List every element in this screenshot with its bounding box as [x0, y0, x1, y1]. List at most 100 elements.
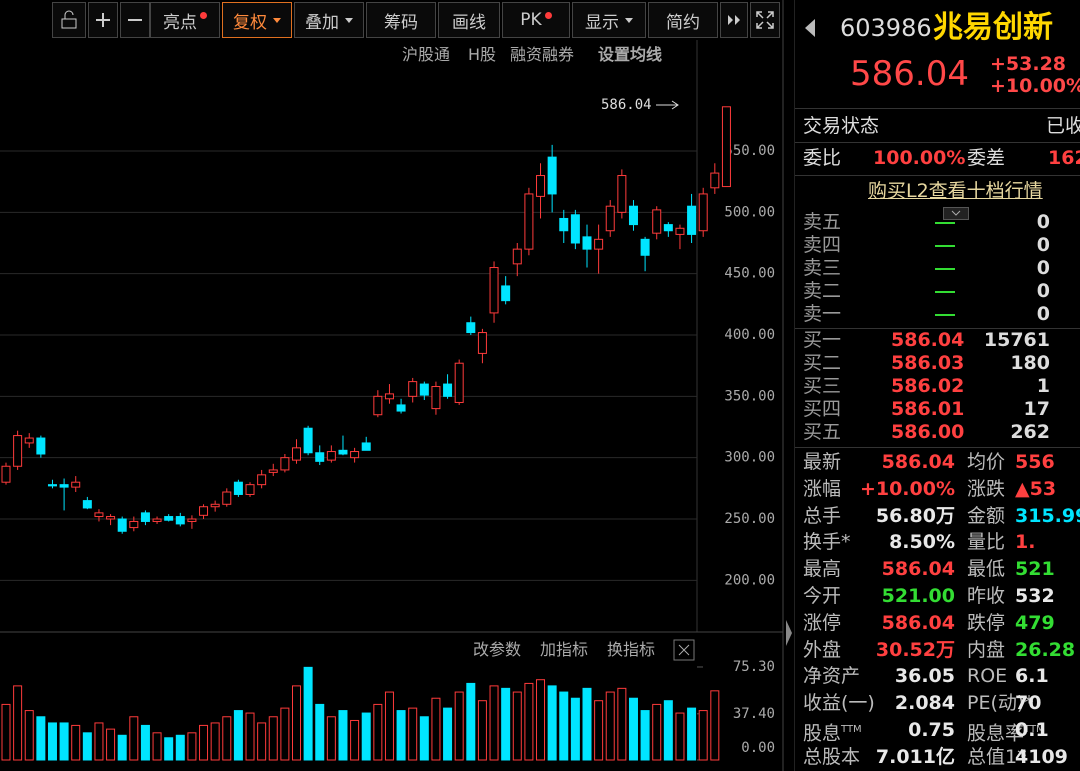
stat-value: 70: [1015, 692, 1042, 715]
volume-bar: [675, 712, 685, 761]
candle-body: [594, 238, 604, 250]
candle-body: [47, 484, 57, 487]
ask-label: 卖二: [803, 280, 842, 302]
toolbar-button[interactable]: 简约: [648, 2, 718, 38]
volume-bar: [501, 687, 511, 761]
bid-volume: 180: [1010, 352, 1050, 374]
candle-body: [106, 516, 116, 520]
volume-bar: [164, 737, 174, 761]
y-tick-label: 500.00: [724, 204, 775, 220]
volume-bar: [384, 691, 394, 761]
stat-label: 今开: [803, 585, 842, 607]
indicator-button[interactable]: 改参数: [473, 640, 522, 659]
sub-toolbar-item[interactable]: H股: [468, 45, 497, 64]
sub-toolbar-item[interactable]: 设置均线: [598, 45, 663, 64]
toolbar-button[interactable]: 叠加: [294, 2, 364, 38]
button-label: 筹码: [384, 12, 418, 33]
volume-bar: [315, 703, 325, 761]
toolbar-button[interactable]: 复权: [222, 2, 292, 38]
toolbar-button[interactable]: 显示: [572, 2, 646, 38]
volume-bar: [594, 700, 604, 761]
candle-body: [326, 451, 336, 461]
stat-label: 股息率TTM: [967, 722, 1045, 745]
candle-body: [140, 512, 150, 522]
toolbar-button[interactable]: 亮点: [150, 2, 220, 38]
toolbar-button[interactable]: 筹码: [366, 2, 436, 38]
candle-body: [419, 383, 429, 396]
bid-volume: 1: [1036, 375, 1050, 397]
ask-price-empty: [935, 314, 955, 316]
stat-label: 总股本: [803, 745, 861, 768]
stat-label: 最高: [803, 558, 842, 581]
stat-label: 股息TTM: [803, 722, 862, 745]
volume-bar: [140, 724, 150, 761]
indicator-button[interactable]: 换指标: [607, 640, 656, 659]
lock-button[interactable]: [52, 2, 86, 38]
stat-value: 556: [1015, 451, 1055, 473]
volume-bar: [257, 722, 267, 761]
back-icon[interactable]: [803, 18, 817, 38]
volume-bar: [82, 732, 92, 761]
candle-body: [408, 381, 418, 397]
candle-body: [628, 205, 638, 226]
stat-label: ROE: [967, 665, 1008, 688]
stat-value: 0.1: [1015, 719, 1049, 741]
stat-value: 479: [1015, 611, 1055, 634]
stat-label: 换手*: [803, 531, 851, 554]
volume-bar: [663, 700, 673, 761]
button-label: 简约: [666, 12, 700, 33]
volume-bar: [443, 707, 453, 761]
status-label: 交易状态: [803, 115, 880, 137]
zoom-out-button[interactable]: [120, 2, 150, 38]
bid-label: 买五: [803, 421, 842, 443]
candle-body: [443, 383, 453, 397]
volume-bar: [570, 697, 580, 761]
volume-bar: [617, 687, 627, 761]
stat-value: 521: [1015, 558, 1055, 581]
volume-bar: [326, 716, 336, 761]
divider: [795, 175, 1080, 176]
candle-body: [303, 427, 313, 454]
dropdown-arrow: [625, 17, 633, 23]
stat-value: 532: [1015, 585, 1055, 607]
diff-value: 162: [1048, 147, 1080, 169]
y-tick-label: 450.00: [724, 266, 775, 282]
stat-label: 收益(一): [803, 692, 875, 715]
button-label: 显示: [585, 12, 619, 33]
stat-label: PE(动)*: [967, 692, 1034, 715]
ask-price-empty: [935, 222, 955, 224]
indicator-button[interactable]: 加指标: [540, 640, 589, 659]
candle-body: [431, 386, 441, 410]
stat-value: 4109: [1015, 745, 1068, 768]
volume-bar: [512, 691, 522, 761]
volume-bar: [47, 722, 57, 761]
collapse-tab[interactable]: [786, 620, 792, 646]
volume-bar: [222, 716, 232, 761]
ask-label: 卖一: [803, 303, 842, 325]
sub-toolbar-item[interactable]: 沪股通: [402, 45, 451, 64]
y-tick-label: 75.30: [733, 659, 775, 675]
volume-bar: [605, 691, 615, 761]
more-button[interactable]: [720, 2, 748, 38]
l2-link[interactable]: 购买L2查看十档行情: [868, 180, 1043, 202]
close-button[interactable]: [673, 639, 695, 661]
y-tick-label: 350.00: [724, 388, 775, 404]
candle-body: [152, 518, 162, 522]
stat-value: 315.99: [1015, 504, 1080, 527]
volume-bar: [268, 716, 278, 761]
volume-bar: [280, 707, 290, 761]
expand-icon[interactable]: [943, 207, 969, 220]
zoom-in-button[interactable]: [88, 2, 118, 38]
divider: [795, 108, 1080, 109]
fullscreen-button[interactable]: [750, 2, 780, 38]
bid-price: 586.00: [891, 421, 965, 443]
candle-body: [617, 175, 627, 213]
toolbar-button[interactable]: 画线: [438, 2, 500, 38]
stat-label: 外盘: [803, 638, 842, 661]
toolbar-button[interactable]: PK: [502, 2, 570, 38]
candle-body: [559, 217, 569, 232]
volume-bar: [466, 682, 476, 761]
sub-toolbar-item[interactable]: 融资融券: [510, 45, 575, 64]
volume-bar: [24, 710, 34, 761]
volume-bar: [524, 682, 534, 761]
